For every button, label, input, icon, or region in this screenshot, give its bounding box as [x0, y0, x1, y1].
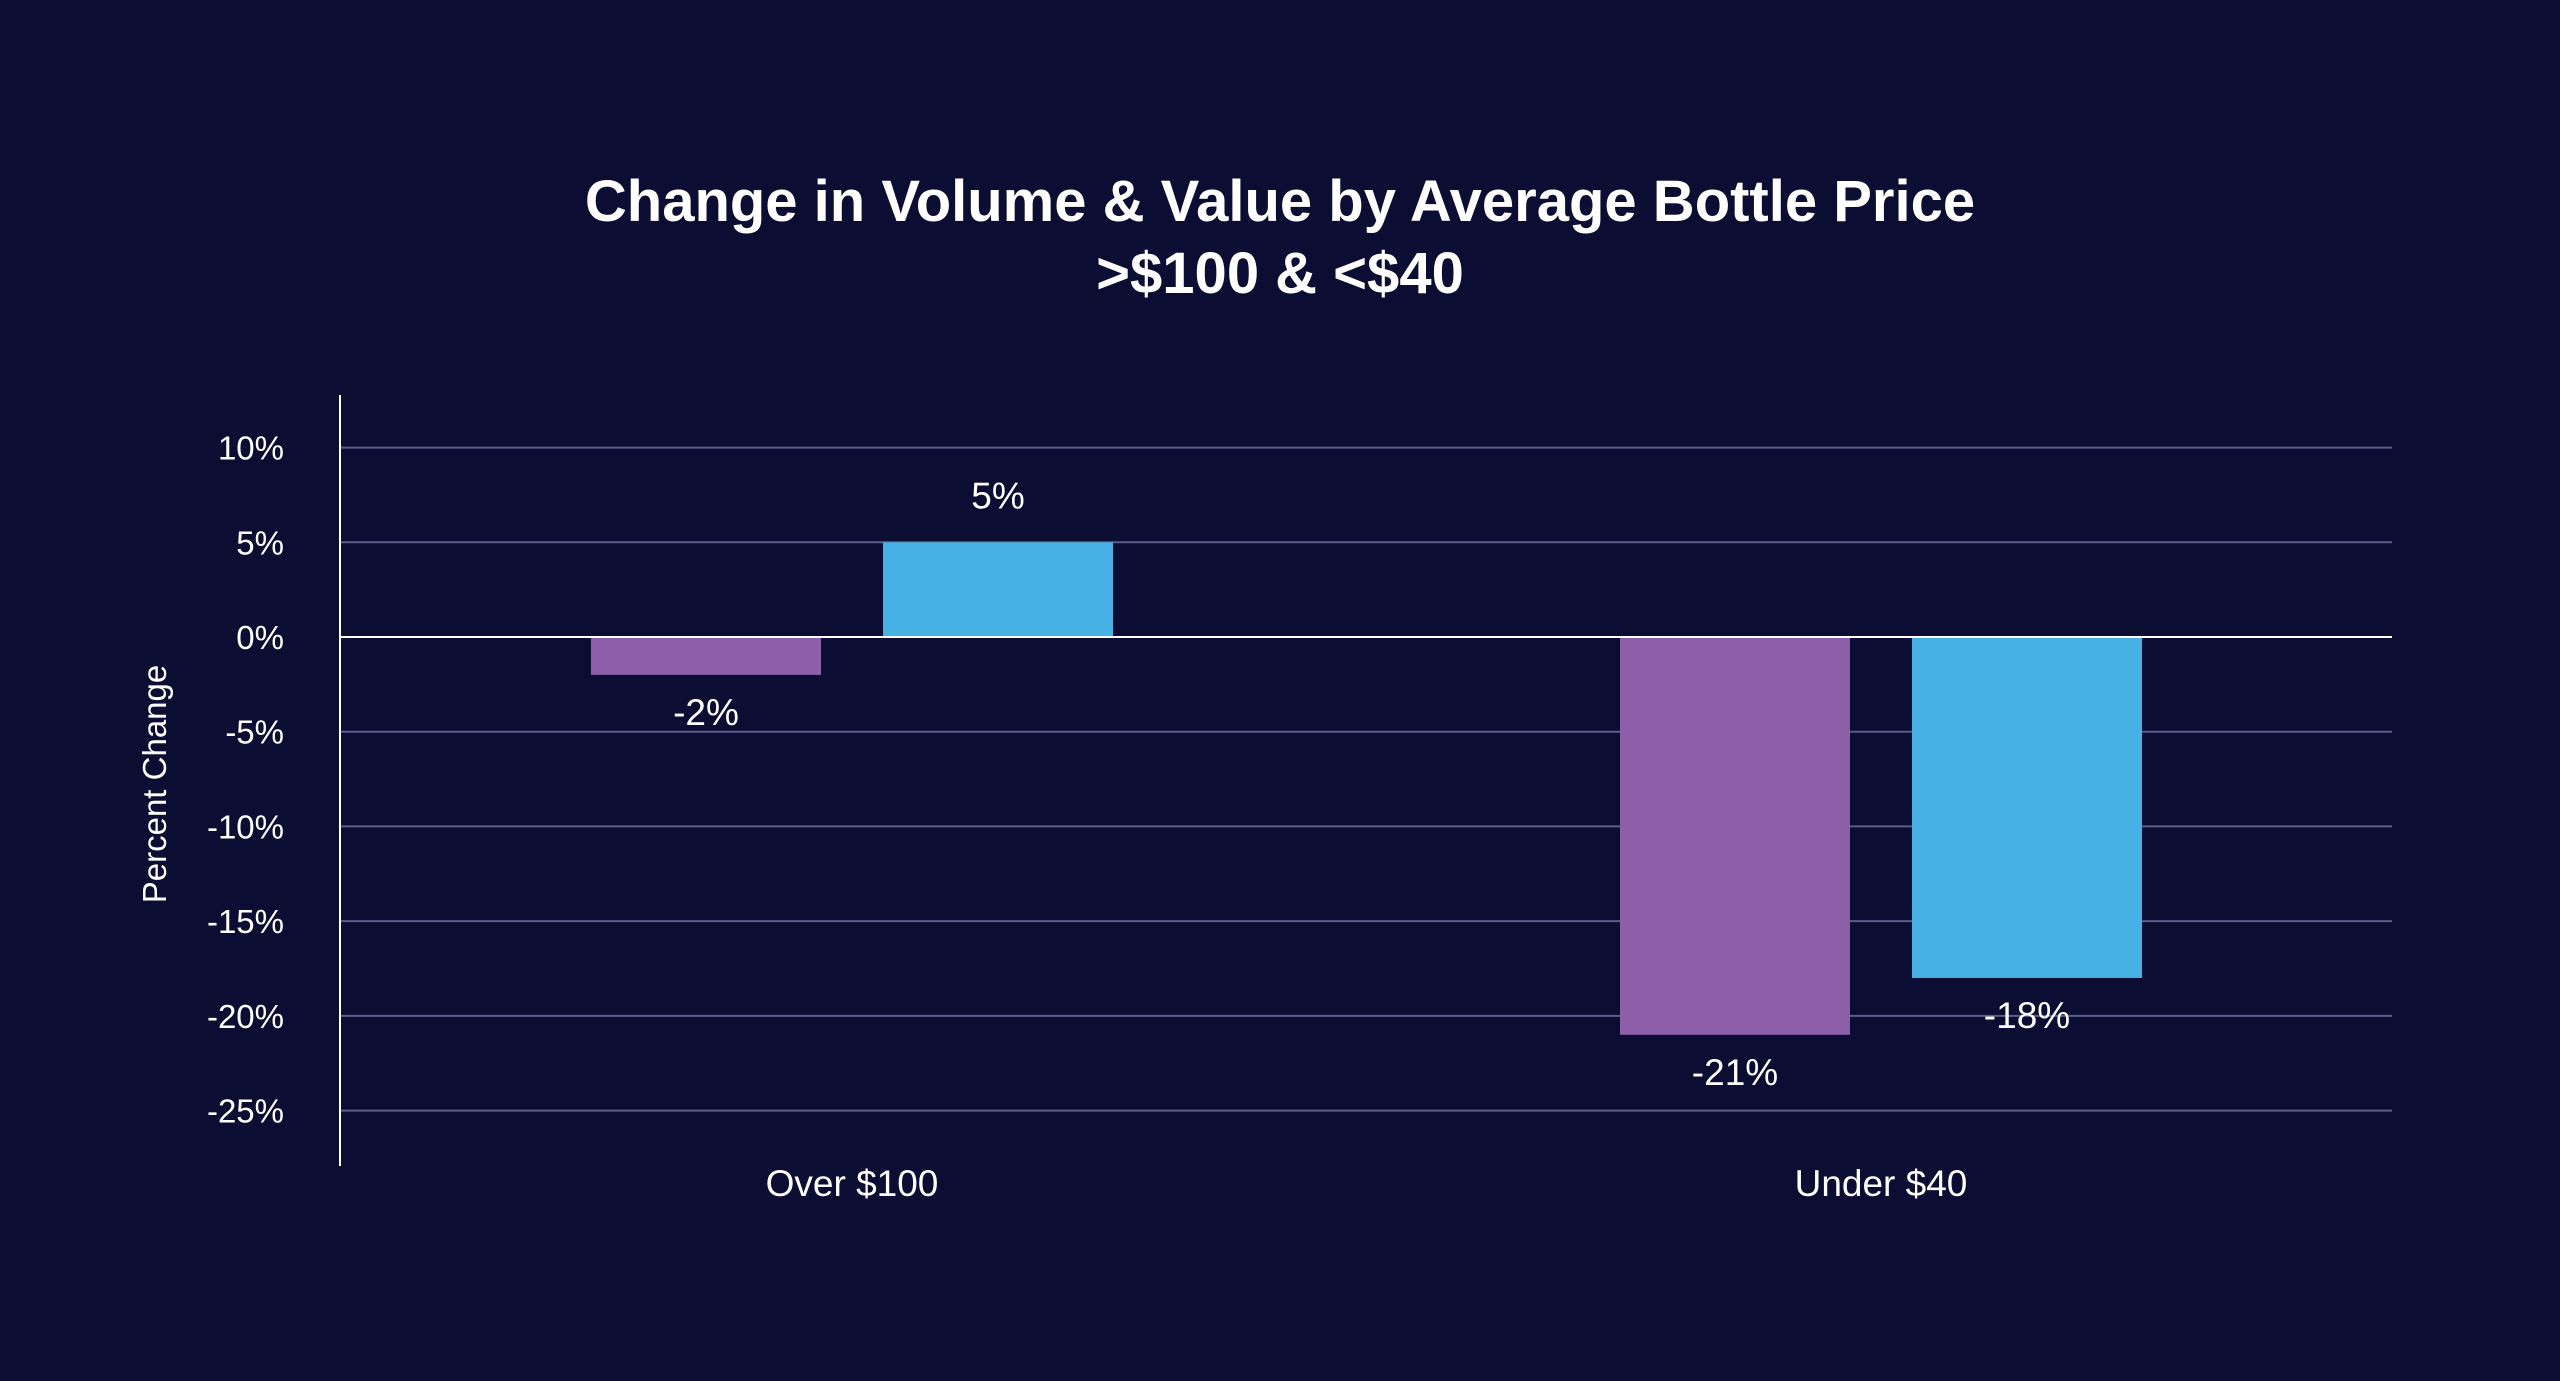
bar [1912, 637, 2142, 978]
data-label: -2% [673, 692, 739, 733]
y-tick-label: -25% [207, 1093, 284, 1130]
data-label: 5% [971, 475, 1024, 516]
chart-subtitle: >$100 & <$40 [1096, 241, 1464, 306]
y-axis-label: Percent Change [136, 665, 173, 904]
bar [1620, 637, 1850, 1035]
y-tick-label: 10% [218, 430, 284, 467]
y-tick-label: 5% [236, 524, 284, 561]
x-category-label: Over $100 [766, 1163, 939, 1204]
y-tick-label: -15% [207, 903, 284, 940]
data-label: -21% [1692, 1052, 1778, 1093]
y-tick-label: -10% [207, 808, 284, 845]
chart-title: Change in Volume & Value by Average Bott… [584, 169, 1976, 234]
y-tick-label: 0% [236, 619, 284, 656]
y-tick-label: -5% [225, 714, 284, 751]
y-tick-label: -20% [207, 998, 284, 1035]
data-label: -18% [1984, 995, 2070, 1036]
bar [883, 542, 1113, 637]
x-category-label: Under $40 [1795, 1163, 1968, 1204]
bar [591, 637, 821, 675]
